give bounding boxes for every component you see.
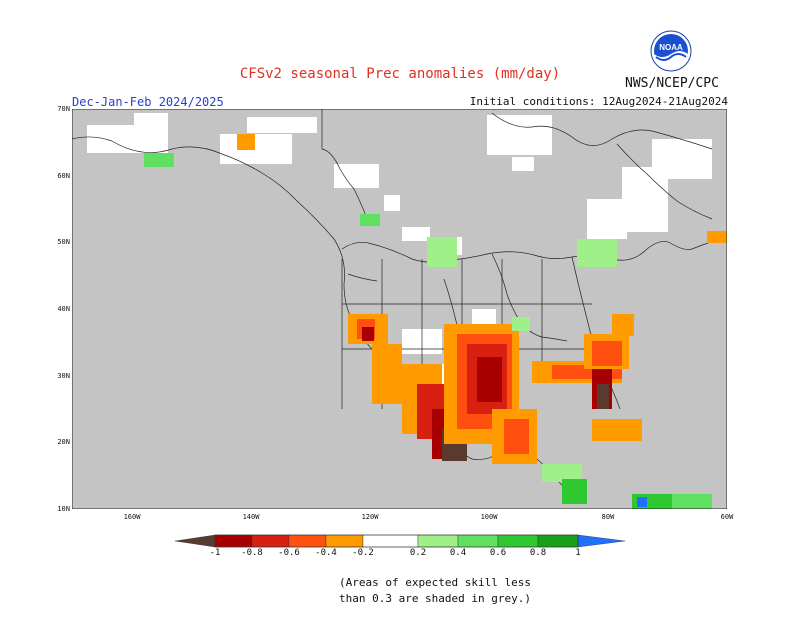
colorbar-swatch-1 — [214, 534, 253, 548]
colorbar-label-8: 0.8 — [529, 548, 547, 558]
lon-label-100w: 100W — [480, 513, 498, 521]
colorbar-swatch-4 — [325, 534, 364, 548]
map-background — [72, 109, 727, 509]
colorbar-swatch-8 — [497, 534, 539, 548]
colorbar-swatch-2 — [251, 534, 290, 548]
colorbar-label-1: -0.8 — [241, 548, 263, 558]
skill-note: (Areas of expected skill less than 0.3 a… — [0, 575, 800, 607]
colorbar-swatch-0 — [175, 534, 216, 548]
lat-label-30n: 30N — [57, 372, 70, 380]
wet-anomaly-regions — [144, 153, 712, 509]
colorbar-label-7: 0.6 — [489, 548, 507, 558]
noaa-logo: NOAA — [650, 30, 692, 76]
noaa-logo-icon: NOAA — [650, 30, 692, 72]
dry-anomaly-regions — [237, 134, 727, 464]
colorbar-swatch-7 — [457, 534, 499, 548]
colorbar-label-3: -0.4 — [315, 548, 337, 558]
lon-label-80w: 80W — [601, 513, 615, 521]
colorbar-label-4: -0.2 — [352, 548, 374, 558]
lon-label-120w: 120W — [361, 513, 379, 521]
colorbar-swatch-6 — [417, 534, 459, 548]
lat-label-60n: 60N — [57, 172, 70, 180]
chart-title: CFSv2 seasonal Prec anomalies (mm/day) — [239, 66, 561, 82]
initial-conditions-label: Initial conditions: 12Aug2024-21Aug2024 — [469, 95, 728, 108]
colorbar-label-9: 1 — [575, 548, 581, 558]
anomaly-map — [72, 109, 727, 509]
noaa-logo-text: NOAA — [659, 43, 683, 52]
lat-label-70n: 70N — [57, 105, 70, 113]
skill-note-line-2: than 0.3 are shaded in grey.) — [338, 592, 532, 605]
colorbar-outline — [214, 534, 579, 548]
agency-label: NWS/NCEP/CPC — [625, 76, 719, 91]
season-label: Dec-Jan-Feb 2024/2025 — [72, 95, 224, 109]
lon-label-140w: 140W — [242, 513, 260, 521]
colorbar-swatch-3 — [288, 534, 327, 548]
lon-label-60w: 60W — [720, 513, 734, 521]
lon-label-160w: 160W — [123, 513, 141, 521]
colorbar-label-2: -0.6 — [278, 548, 300, 558]
colorbar — [175, 534, 625, 548]
colorbar-swatch-10 — [577, 534, 625, 548]
colorbar-swatch-9 — [537, 534, 579, 548]
lat-label-40n: 40N — [57, 305, 70, 313]
colorbar-label-0: -1 — [209, 548, 221, 558]
colorbar-label-5: 0.2 — [409, 548, 427, 558]
skill-note-line-1: (Areas of expected skill less — [338, 576, 532, 589]
lat-label-50n: 50N — [57, 238, 70, 246]
colorbar-label-6: 0.4 — [449, 548, 467, 558]
lat-label-10n: 10N — [57, 505, 70, 513]
colorbar-swatch-5 — [362, 534, 419, 548]
lat-label-20n: 20N — [57, 438, 70, 446]
